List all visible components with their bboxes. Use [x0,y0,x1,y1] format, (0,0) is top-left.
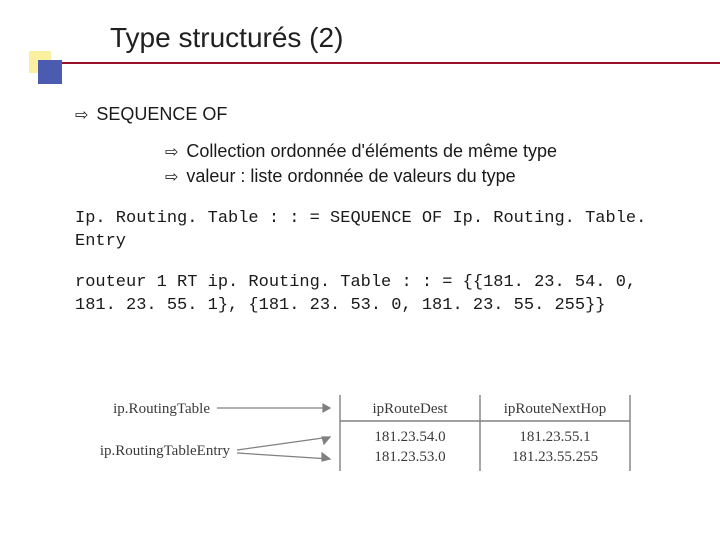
bullet-sub1: ⇨ Collection ordonnée d'éléments de même… [165,141,660,164]
label-routing-entry: ip.RoutingTableEntry [100,443,231,459]
diagram-svg: ip.RoutingTable ip.RoutingTableEntry [95,395,655,515]
bullet-main: ⇨ SEQUENCE OF [75,104,660,127]
routing-table-diagram: ip.RoutingTable ip.RoutingTableEntry [95,395,655,515]
page-title: Type structurés (2) [110,22,720,54]
bullet-sub2: ⇨ valeur : liste ordonnée de valeurs du … [165,166,660,189]
code-block-1: Ip. Routing. Table : : = SEQUENCE OF Ip.… [75,208,660,254]
arrow-icon: ⇨ [165,143,178,164]
code-line: 181. 23. 55. 1}, {181. 23. 53. 0, 181. 2… [75,295,660,318]
bullet-main-text: SEQUENCE OF [96,104,227,125]
row1-col1: 181.23.54.0 [374,429,445,445]
row1-col2: 181.23.55.1 [519,429,590,445]
header: Type structurés (2) [0,0,720,54]
row2-col2: 181.23.55.255 [512,449,598,465]
arrow-icon: ⇨ [75,106,88,127]
col1-header: ipRouteDest [373,401,449,417]
content: ⇨ SEQUENCE OF ⇨ Collection ordonnée d'él… [0,64,720,318]
code-block-2: routeur 1 RT ip. Routing. Table : : = {{… [75,272,660,318]
label-routing-table: ip.RoutingTable [113,401,210,417]
bullet-sub1-text: Collection ordonnée d'éléments de même t… [186,141,557,162]
code-line: routeur 1 RT ip. Routing. Table : : = {{… [75,272,660,295]
arrow-top [217,404,330,412]
arrow-row2 [237,453,330,461]
arrow-icon: ⇨ [165,168,178,189]
arrow-row1 [237,437,330,450]
slide: Type structurés (2) ⇨ SEQUENCE OF ⇨ Coll… [0,0,720,540]
row2-col1: 181.23.53.0 [374,449,445,465]
bullet-sub2-text: valeur : liste ordonnée de valeurs du ty… [186,166,515,187]
sub-bullets: ⇨ Collection ordonnée d'éléments de même… [165,141,660,189]
decor-square-blue [38,60,62,84]
code-line: Ip. Routing. Table : : = SEQUENCE OF Ip.… [75,208,660,254]
col2-header: ipRouteNextHop [504,401,607,417]
